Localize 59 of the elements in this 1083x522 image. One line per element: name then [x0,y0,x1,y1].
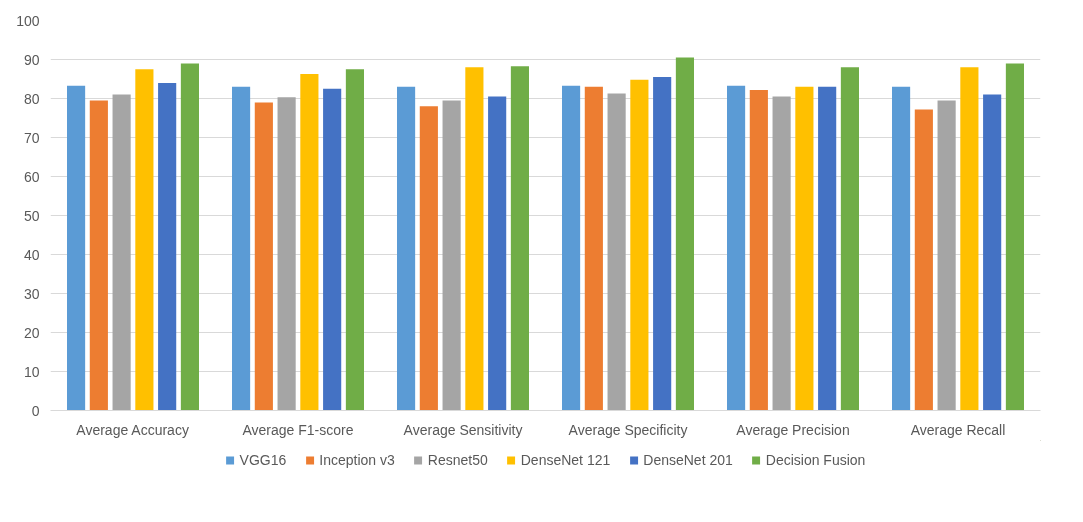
bar [562,85,581,411]
legend-label: Inception v3 [319,452,395,468]
y-tick-label: 80 [23,90,40,107]
bar [510,66,529,411]
x-tick-label: Average Sensitivity [403,421,523,438]
y-tick-label: 30 [23,285,40,302]
bar [607,93,626,411]
bar [749,89,768,411]
bar [277,97,296,411]
bar [840,67,859,411]
bar [795,86,814,411]
bar [727,85,746,411]
bar [892,86,911,411]
bar [300,73,319,411]
x-tick-label: Average Recall [910,421,1006,438]
bar [937,100,956,411]
bar [653,77,672,411]
y-tick-label: 40 [23,246,40,263]
x-tick-label: Average Specificity [568,421,688,438]
y-tick-label: 100 [16,12,40,29]
bar [1005,63,1024,411]
bar [960,67,979,411]
bar [254,102,273,411]
bar [67,85,86,411]
bar [397,86,416,411]
bar [772,96,791,411]
bar [112,94,131,411]
y-tick-label: 10 [23,363,40,380]
y-tick-label: 0 [31,402,40,419]
bar [818,86,837,411]
y-tick-label: 20 [23,324,40,341]
legend-label: Decision Fusion [765,452,866,468]
y-tick-label: 50 [23,207,40,224]
bar [675,57,694,411]
legend-label: DenseNet 121 [520,452,611,468]
legend-label: Resnet50 [427,452,488,468]
bar [232,86,251,411]
bar [345,69,364,411]
bar [89,100,108,411]
legend-label: VGG16 [239,452,287,468]
y-tick-label: 90 [23,51,40,68]
bar [630,79,649,411]
x-tick-label: Average Accuracy [76,421,189,438]
bar [419,106,438,411]
y-tick-label: 70 [23,129,40,146]
x-tick-label: Average Precision [736,421,850,438]
bar [914,109,933,411]
legend-label: DenseNet 201 [643,452,733,468]
bar [983,94,1002,411]
x-tick-label: Average F1-score [242,421,354,438]
bar [488,96,507,411]
bar [465,67,484,411]
bar [323,88,342,411]
bar [442,100,461,411]
bar [180,63,199,411]
bar [135,69,154,411]
bar [584,86,603,411]
bar [158,82,177,411]
y-tick-label: 60 [23,168,40,185]
